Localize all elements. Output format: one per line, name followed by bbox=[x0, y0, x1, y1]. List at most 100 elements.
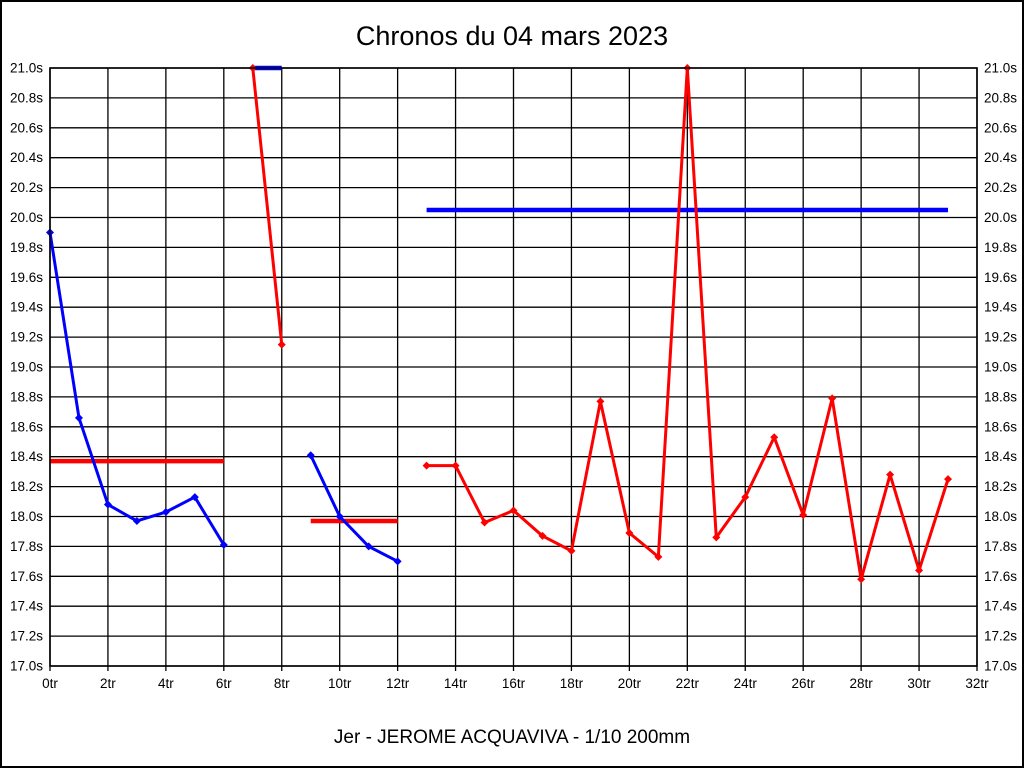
series-blue-run-1 bbox=[46, 228, 228, 549]
x-axis-label: 12tr bbox=[386, 676, 410, 691]
x-axis-label: 14tr bbox=[444, 676, 468, 691]
y-axis-label-left: 18.2s bbox=[10, 479, 43, 494]
x-axis-label: 18tr bbox=[560, 676, 584, 691]
data-point-marker bbox=[828, 394, 837, 403]
data-point-marker bbox=[393, 557, 402, 566]
data-point-marker bbox=[422, 461, 431, 470]
grid bbox=[49, 67, 978, 671]
y-axis-label-right: 19.2s bbox=[984, 330, 1017, 345]
y-axis-label-left: 20.8s bbox=[10, 90, 43, 105]
y-axis-label-right: 20.4s bbox=[984, 150, 1017, 165]
y-axis-label-right: 20.0s bbox=[984, 210, 1017, 225]
y-axis-label-right: 18.6s bbox=[984, 419, 1017, 434]
average-lines bbox=[50, 65, 949, 524]
x-axis-label: 6tr bbox=[216, 676, 232, 691]
y-axis-label-right: 19.6s bbox=[984, 270, 1017, 285]
y-axis-label-left: 17.0s bbox=[10, 659, 43, 674]
data-point-marker bbox=[625, 528, 634, 537]
y-axis-label-right: 17.2s bbox=[984, 629, 1017, 644]
data-point-marker bbox=[335, 512, 344, 521]
chart-caption: Jer - JEROME ACQUAVIVA - 1/10 200mm bbox=[333, 727, 691, 748]
x-axis-label: 26tr bbox=[792, 676, 816, 691]
y-axis-label-left: 17.6s bbox=[10, 569, 43, 584]
y-axis-label-left: 20.6s bbox=[10, 120, 43, 135]
data-point-marker bbox=[596, 397, 605, 406]
data-point-marker bbox=[770, 433, 779, 442]
plot-border bbox=[49, 67, 978, 667]
data-point-marker bbox=[103, 500, 112, 509]
y-axis-label-right: 18.8s bbox=[984, 389, 1017, 404]
data-point-marker bbox=[567, 546, 576, 555]
x-axis-label: 2tr bbox=[100, 676, 116, 691]
y-axis-label-left: 20.4s bbox=[10, 150, 43, 165]
data-point-marker bbox=[944, 475, 953, 484]
data-point-marker bbox=[219, 540, 228, 549]
x-axis-label: 10tr bbox=[328, 676, 352, 691]
chart-title: Chronos du 04 mars 2023 bbox=[355, 21, 669, 51]
data-point-marker bbox=[741, 493, 750, 502]
y-axis-label-left: 20.0s bbox=[10, 210, 43, 225]
data-point-marker bbox=[538, 531, 547, 540]
y-axis-label-left: 17.8s bbox=[10, 539, 43, 554]
data-point-marker bbox=[451, 461, 460, 470]
data-point-marker bbox=[161, 508, 170, 517]
series-red-run-1 bbox=[248, 64, 286, 349]
x-axis-label: 20tr bbox=[618, 676, 642, 691]
data-point-marker bbox=[712, 533, 721, 542]
y-axis-label-right: 20.6s bbox=[984, 120, 1017, 135]
x-axis-label: 22tr bbox=[676, 676, 700, 691]
y-axis-label-right: 19.0s bbox=[984, 360, 1017, 375]
y-axis-label-left: 17.4s bbox=[10, 599, 43, 614]
y-axis-label-right: 19.8s bbox=[984, 240, 1017, 255]
data-point-marker bbox=[190, 493, 199, 502]
data-point-marker bbox=[915, 566, 924, 575]
y-axis-label-left: 19.2s bbox=[10, 330, 43, 345]
x-axis-label: 30tr bbox=[907, 676, 931, 691]
y-axis-label-left: 18.8s bbox=[10, 389, 43, 404]
y-axis-label-left: 19.6s bbox=[10, 270, 43, 285]
y-axis-label-right: 17.4s bbox=[984, 599, 1017, 614]
y-axis-label-right: 18.0s bbox=[984, 509, 1017, 524]
data-point-marker bbox=[74, 413, 83, 422]
data-point-marker bbox=[509, 506, 518, 515]
y-axis-label-right: 19.4s bbox=[984, 300, 1017, 315]
y-axis-label-left: 19.4s bbox=[10, 300, 43, 315]
x-axis-label: 24tr bbox=[734, 676, 758, 691]
data-point-marker bbox=[306, 451, 315, 460]
data-point-marker bbox=[277, 340, 286, 349]
data-point-marker bbox=[480, 518, 489, 527]
axis-labels: 17.0s 17.0s 17.2s 17.2s 17.4s 17.4s 17.6s 17.6s… bbox=[10, 61, 1017, 692]
y-axis-label-right: 18.2s bbox=[984, 479, 1017, 494]
x-axis-label: 16tr bbox=[502, 676, 526, 691]
y-axis-label-right: 20.2s bbox=[984, 180, 1017, 195]
y-axis-label-right: 18.4s bbox=[984, 449, 1017, 464]
x-axis-label: 0tr bbox=[42, 676, 58, 691]
data-point-marker bbox=[799, 511, 808, 520]
x-axis-label: 32tr bbox=[965, 676, 989, 691]
y-axis-label-left: 21.0s bbox=[10, 61, 43, 76]
data-point-marker bbox=[364, 542, 373, 551]
series-line bbox=[251, 66, 284, 347]
data-point-marker bbox=[132, 516, 141, 525]
y-axis-label-right: 17.6s bbox=[984, 569, 1017, 584]
y-axis-label-left: 17.2s bbox=[10, 629, 43, 644]
data-point-marker bbox=[857, 575, 866, 584]
x-axis-label: 4tr bbox=[158, 676, 174, 691]
y-axis-label-left: 19.8s bbox=[10, 240, 43, 255]
data-point-marker bbox=[886, 470, 895, 479]
y-axis-label-left: 18.6s bbox=[10, 419, 43, 434]
y-axis-label-left: 20.2s bbox=[10, 180, 43, 195]
y-axis-label-left: 19.0s bbox=[10, 360, 43, 375]
x-axis-label: 8tr bbox=[274, 676, 290, 691]
x-axis-label: 28tr bbox=[849, 676, 873, 691]
y-axis-label-right: 20.8s bbox=[984, 90, 1017, 105]
y-axis-label-right: 17.0s bbox=[984, 659, 1017, 674]
y-axis-label-right: 21.0s bbox=[984, 61, 1017, 76]
y-axis-label-left: 18.4s bbox=[10, 449, 43, 464]
series-line bbox=[309, 453, 400, 563]
series-blue-run-2 bbox=[306, 451, 402, 566]
y-axis-label-right: 17.8s bbox=[984, 539, 1017, 554]
y-axis-label-left: 18.0s bbox=[10, 509, 43, 524]
